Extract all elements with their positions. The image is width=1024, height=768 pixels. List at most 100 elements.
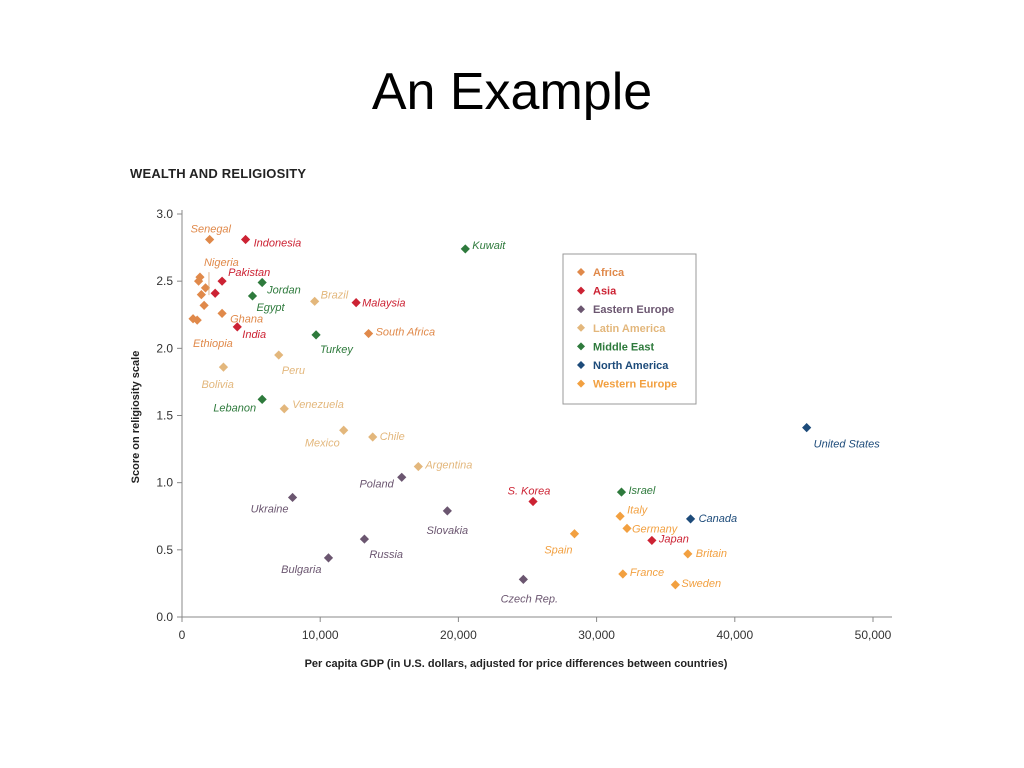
x-tick-label: 0 bbox=[179, 628, 186, 642]
data-point bbox=[683, 549, 693, 559]
data-point bbox=[192, 315, 202, 325]
point-label: France bbox=[630, 567, 664, 579]
data-point bbox=[802, 422, 812, 433]
point-label: Sweden bbox=[681, 578, 721, 590]
point-label: Malaysia bbox=[362, 298, 405, 310]
x-tick-label: 40,000 bbox=[716, 628, 753, 642]
data-point bbox=[368, 432, 378, 442]
point-label: Ukraine bbox=[251, 503, 289, 515]
data-point bbox=[622, 523, 632, 533]
legend-box bbox=[562, 253, 697, 405]
point-label: Britain bbox=[696, 548, 727, 560]
legend-swatch bbox=[577, 305, 585, 314]
y-tick-label: 2.5 bbox=[156, 274, 173, 288]
point-label: India bbox=[242, 329, 266, 341]
legend-swatch bbox=[577, 361, 585, 369]
legend-item: Asia bbox=[593, 286, 617, 298]
legend: Africa Asia Eastern Europe Latin America Mid… bbox=[562, 253, 697, 405]
slide-title: An Example bbox=[371, 63, 653, 121]
y-tick-label: 0.0 bbox=[156, 610, 173, 624]
y-tick-label: 2.0 bbox=[156, 341, 173, 355]
point-label: Kuwait bbox=[472, 240, 506, 252]
point-label: Czech Rep. bbox=[501, 593, 558, 605]
data-point bbox=[359, 534, 370, 544]
data-point bbox=[232, 322, 242, 332]
data-point bbox=[616, 487, 627, 497]
legend-swatch bbox=[577, 342, 585, 351]
y-tick-label: 1.0 bbox=[156, 476, 173, 490]
data-point bbox=[279, 404, 289, 414]
x-tick-label: 20,000 bbox=[440, 628, 477, 642]
point-label: Japan bbox=[658, 533, 689, 545]
data-point bbox=[413, 461, 423, 472]
data-point bbox=[210, 288, 220, 298]
data-point bbox=[397, 472, 407, 482]
data-point bbox=[257, 394, 267, 404]
point-label: Egypt bbox=[256, 302, 285, 314]
point-label: Argentina bbox=[424, 460, 472, 472]
point-label: Chile bbox=[380, 431, 405, 443]
point-label: Senegal bbox=[191, 224, 232, 236]
data-point bbox=[200, 283, 211, 293]
data-point bbox=[618, 569, 628, 579]
point-label: Lebanon bbox=[213, 402, 256, 414]
x-tick-label: 50,000 bbox=[855, 628, 892, 642]
point-label: Indonesia bbox=[254, 238, 302, 250]
legend-item: Africa bbox=[593, 267, 625, 279]
point-label: Israel bbox=[628, 485, 655, 497]
point-label: Pakistan bbox=[228, 267, 270, 279]
point-labels: Senegal Nigeria Ghana Ethiopia South Africa I… bbox=[191, 224, 881, 606]
data-point bbox=[460, 244, 470, 254]
data-point bbox=[247, 291, 258, 301]
data-point bbox=[193, 276, 204, 286]
data-point bbox=[311, 330, 321, 340]
data-point bbox=[257, 277, 267, 288]
data-points bbox=[188, 234, 812, 590]
data-point bbox=[188, 314, 198, 324]
data-point bbox=[274, 350, 284, 360]
point-label: Bulgaria bbox=[281, 564, 321, 576]
data-point bbox=[518, 574, 528, 584]
legend-item: North America bbox=[593, 360, 669, 372]
point-label: Canada bbox=[699, 513, 738, 525]
point-label: Poland bbox=[359, 478, 394, 490]
x-tick-label: 30,000 bbox=[578, 628, 615, 642]
data-point bbox=[647, 535, 657, 546]
data-point bbox=[685, 514, 696, 524]
data-point bbox=[199, 300, 209, 310]
point-label: Italy bbox=[627, 504, 649, 516]
y-tick-label: 0.5 bbox=[156, 543, 173, 557]
legend-swatch bbox=[577, 286, 585, 295]
data-point bbox=[310, 296, 320, 306]
point-label: Slovakia bbox=[427, 525, 469, 537]
legend-item: Middle East bbox=[593, 341, 654, 353]
data-point bbox=[196, 290, 206, 300]
point-label: United States bbox=[814, 439, 881, 451]
point-label: Russia bbox=[369, 549, 403, 561]
legend-swatch bbox=[577, 379, 585, 388]
point-label: Bolivia bbox=[201, 379, 233, 391]
data-point bbox=[339, 425, 349, 435]
x-tick-label: 10,000 bbox=[302, 628, 339, 642]
point-label: Turkey bbox=[320, 344, 354, 356]
point-label: Germany bbox=[632, 523, 679, 535]
data-point bbox=[569, 529, 580, 539]
point-label: South Africa bbox=[376, 327, 436, 339]
point-label: Ethiopia bbox=[193, 338, 233, 350]
legend-swatch bbox=[577, 268, 585, 276]
legend-swatch bbox=[577, 323, 585, 332]
data-point bbox=[323, 553, 334, 563]
point-label: Spain bbox=[544, 545, 572, 557]
data-point bbox=[615, 511, 625, 521]
data-point bbox=[442, 506, 452, 516]
legend-item: Eastern Europe bbox=[593, 304, 674, 316]
point-label: Ghana bbox=[230, 313, 263, 325]
y-tick-label: 1.5 bbox=[156, 409, 173, 423]
data-point bbox=[218, 362, 229, 372]
data-point bbox=[287, 492, 298, 503]
data-point bbox=[351, 298, 361, 308]
point-label: Mexico bbox=[305, 437, 340, 449]
y-axis-label: Score on religiosity scale bbox=[130, 351, 142, 484]
data-point bbox=[205, 234, 215, 245]
point-label: Nigeria bbox=[204, 257, 239, 269]
